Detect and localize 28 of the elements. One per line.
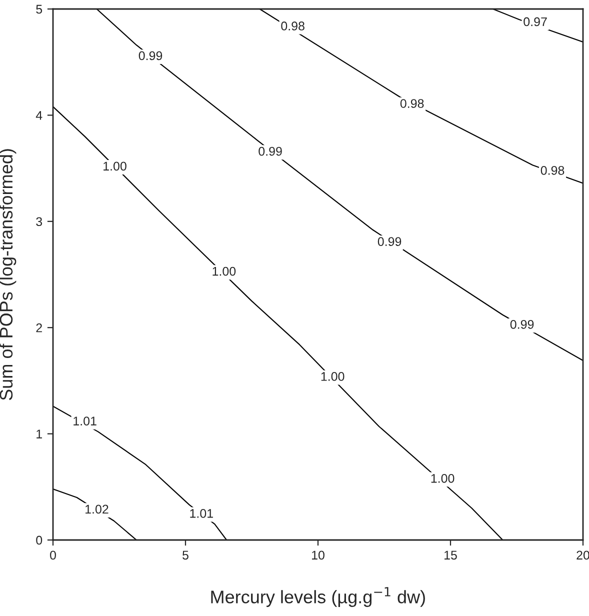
x-axis-title: Mercury levels (µg.g$^{−1}$ dw) (211, 587, 425, 607)
annotation: 1.00 (321, 372, 344, 381)
annotation: 1.00 (431, 474, 454, 483)
annotation: 0.98 (540, 166, 564, 175)
annotation: 1.00 (212, 266, 236, 276)
annotation: 1.02 (86, 504, 108, 514)
y-tick-label: 1 (36, 430, 42, 438)
annotation: 1.00 (104, 162, 126, 171)
annotation: 0.99 (378, 237, 402, 246)
x-tick-label: 10 (312, 550, 324, 560)
annotation: 0.98 (400, 99, 424, 108)
annotation: 1.01 (74, 416, 96, 426)
annotation: 0.99 (138, 51, 162, 60)
y-tick-label: 3 (36, 217, 42, 226)
y-tick-label: 4 (36, 111, 42, 120)
annotation: 0.99 (510, 320, 534, 329)
x-tick-label: 15 (444, 550, 457, 560)
annotation: 0.98 (281, 22, 304, 30)
annotation: 0.99 (258, 146, 282, 156)
line-series (53, 106, 504, 540)
annotation: 1.01 (190, 509, 213, 518)
y-tick-label: 2 (36, 323, 42, 332)
x-tick-label: 20 (576, 550, 589, 560)
y-tick-label: 5 (36, 4, 42, 14)
x-tick-label: 0 (50, 550, 56, 560)
annotation: 0.97 (524, 17, 547, 26)
x-tick-label: 5 (182, 550, 188, 560)
y-tick-label: 0 (36, 536, 42, 545)
